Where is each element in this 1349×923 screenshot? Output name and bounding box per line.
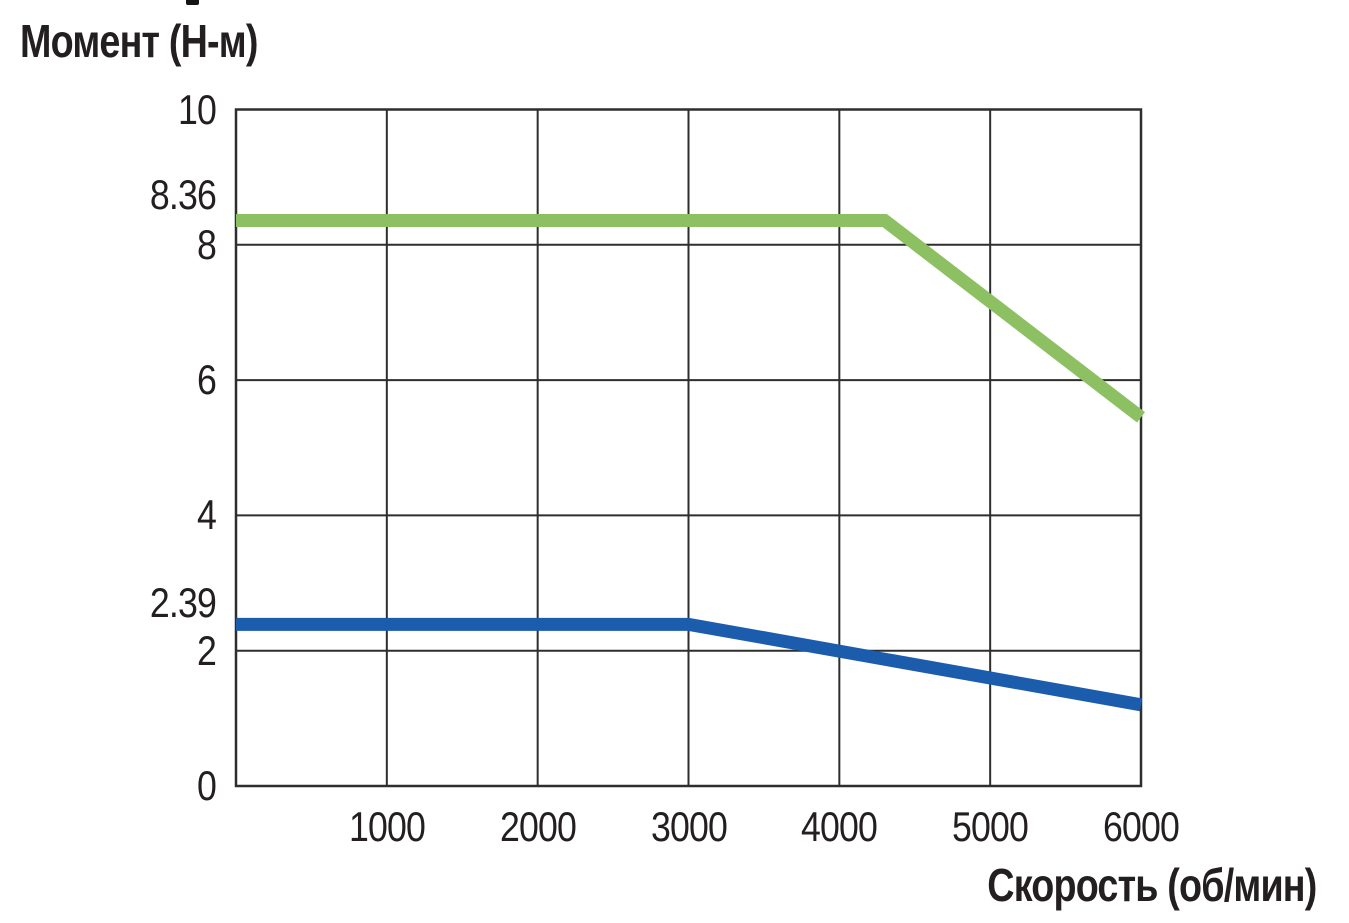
y-tick-label: 8 [196,220,217,268]
y-tick-label: 8.36 [149,171,217,219]
plot-border [234,108,1143,788]
y-tick-label: 2 [196,626,217,674]
x-tick-label: 2000 [499,803,577,850]
x-tick-label: 3000 [650,803,727,850]
y-axis-title: Момент (Н-м) [20,15,258,67]
x-tick-label: 1000 [348,803,426,850]
x-tick-label: 5000 [952,803,1029,850]
x-tick-label: 6000 [1102,803,1180,850]
crop-artifact [186,0,199,5]
y-tick-label: 4 [196,491,217,539]
rated-torque-curve [236,617,1143,712]
x-tick-label: 4000 [801,803,878,850]
y-tick-label: 10 [177,85,217,133]
x-axis-title: Скорость (об/мин) [987,859,1318,911]
y-tick-label: 6 [196,356,217,404]
y-tick-label: 2.39 [149,579,217,627]
y-tick-label: 0 [196,762,217,809]
peak-torque-curve [236,213,1145,423]
